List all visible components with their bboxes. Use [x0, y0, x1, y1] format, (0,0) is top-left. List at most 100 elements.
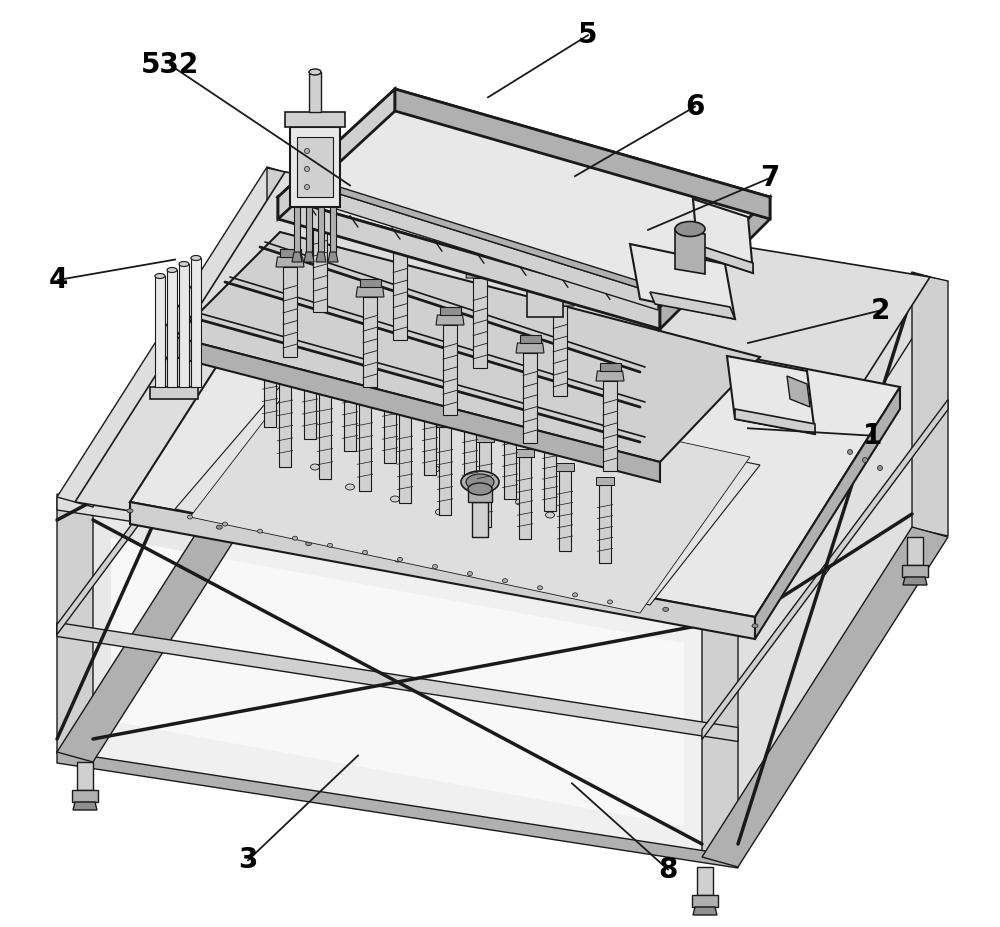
- Ellipse shape: [468, 572, 473, 576]
- Ellipse shape: [675, 222, 705, 236]
- Polygon shape: [283, 472, 307, 480]
- Polygon shape: [77, 762, 93, 790]
- Polygon shape: [541, 429, 559, 437]
- Ellipse shape: [346, 484, 354, 490]
- Polygon shape: [57, 422, 303, 762]
- Polygon shape: [292, 252, 302, 262]
- Polygon shape: [440, 307, 460, 315]
- Polygon shape: [384, 381, 396, 463]
- Polygon shape: [650, 292, 735, 319]
- Ellipse shape: [436, 509, 444, 515]
- Polygon shape: [702, 272, 948, 612]
- Polygon shape: [501, 415, 519, 423]
- Polygon shape: [330, 207, 336, 252]
- Polygon shape: [472, 502, 488, 537]
- Polygon shape: [280, 249, 300, 257]
- Polygon shape: [285, 112, 345, 127]
- Polygon shape: [319, 384, 331, 479]
- Ellipse shape: [878, 465, 883, 471]
- Polygon shape: [439, 427, 451, 515]
- Polygon shape: [75, 172, 930, 607]
- Polygon shape: [304, 353, 316, 439]
- Polygon shape: [276, 257, 304, 267]
- Polygon shape: [57, 498, 93, 761]
- Polygon shape: [290, 127, 340, 207]
- Ellipse shape: [304, 184, 310, 189]
- Polygon shape: [190, 361, 750, 613]
- Ellipse shape: [752, 624, 758, 628]
- Polygon shape: [75, 172, 285, 757]
- Text: 7: 7: [760, 164, 780, 192]
- Ellipse shape: [663, 607, 669, 612]
- Ellipse shape: [572, 592, 578, 597]
- Ellipse shape: [167, 268, 177, 273]
- Ellipse shape: [328, 543, 332, 547]
- Polygon shape: [544, 437, 556, 511]
- Polygon shape: [287, 432, 303, 460]
- Polygon shape: [466, 268, 494, 278]
- Ellipse shape: [292, 536, 298, 540]
- Polygon shape: [264, 339, 276, 427]
- Polygon shape: [907, 537, 923, 565]
- Polygon shape: [57, 295, 303, 634]
- Polygon shape: [523, 212, 567, 237]
- Ellipse shape: [179, 261, 189, 266]
- Polygon shape: [902, 565, 928, 577]
- Polygon shape: [175, 369, 760, 605]
- Polygon shape: [278, 89, 395, 219]
- Polygon shape: [356, 287, 384, 297]
- Polygon shape: [735, 409, 815, 434]
- Polygon shape: [600, 363, 620, 371]
- Ellipse shape: [476, 479, 484, 485]
- Polygon shape: [390, 232, 411, 240]
- Ellipse shape: [346, 444, 354, 450]
- Polygon shape: [386, 240, 414, 250]
- Polygon shape: [912, 273, 948, 536]
- Ellipse shape: [127, 509, 133, 513]
- Polygon shape: [556, 463, 574, 471]
- Polygon shape: [464, 409, 476, 487]
- Ellipse shape: [546, 512, 554, 518]
- Ellipse shape: [848, 450, 852, 454]
- Polygon shape: [698, 245, 753, 273]
- Polygon shape: [520, 335, 540, 343]
- Polygon shape: [396, 405, 414, 413]
- Polygon shape: [702, 527, 948, 867]
- Polygon shape: [179, 264, 189, 387]
- Ellipse shape: [432, 565, 438, 568]
- Polygon shape: [516, 449, 534, 457]
- Polygon shape: [476, 434, 494, 442]
- Ellipse shape: [484, 575, 490, 578]
- Polygon shape: [306, 207, 312, 252]
- Polygon shape: [393, 250, 407, 340]
- Ellipse shape: [362, 551, 368, 554]
- Ellipse shape: [309, 69, 321, 75]
- Ellipse shape: [461, 471, 499, 493]
- Polygon shape: [630, 244, 735, 319]
- Polygon shape: [527, 237, 563, 317]
- Ellipse shape: [430, 466, 440, 472]
- Polygon shape: [191, 258, 201, 387]
- Polygon shape: [267, 168, 303, 431]
- Polygon shape: [550, 288, 570, 296]
- Ellipse shape: [466, 474, 494, 490]
- Polygon shape: [523, 353, 537, 443]
- Polygon shape: [279, 377, 291, 467]
- Polygon shape: [75, 502, 720, 862]
- Polygon shape: [599, 485, 611, 563]
- Polygon shape: [73, 802, 97, 810]
- Polygon shape: [301, 345, 319, 353]
- Polygon shape: [470, 260, 490, 268]
- Text: 4: 4: [48, 266, 68, 294]
- Ellipse shape: [310, 464, 320, 470]
- Polygon shape: [519, 457, 531, 539]
- Ellipse shape: [216, 526, 222, 529]
- Ellipse shape: [390, 496, 400, 502]
- Text: 5: 5: [578, 21, 598, 49]
- Polygon shape: [344, 367, 356, 451]
- Polygon shape: [546, 296, 574, 306]
- Polygon shape: [443, 325, 457, 415]
- Ellipse shape: [188, 515, 192, 519]
- Polygon shape: [306, 212, 334, 222]
- Polygon shape: [727, 356, 815, 434]
